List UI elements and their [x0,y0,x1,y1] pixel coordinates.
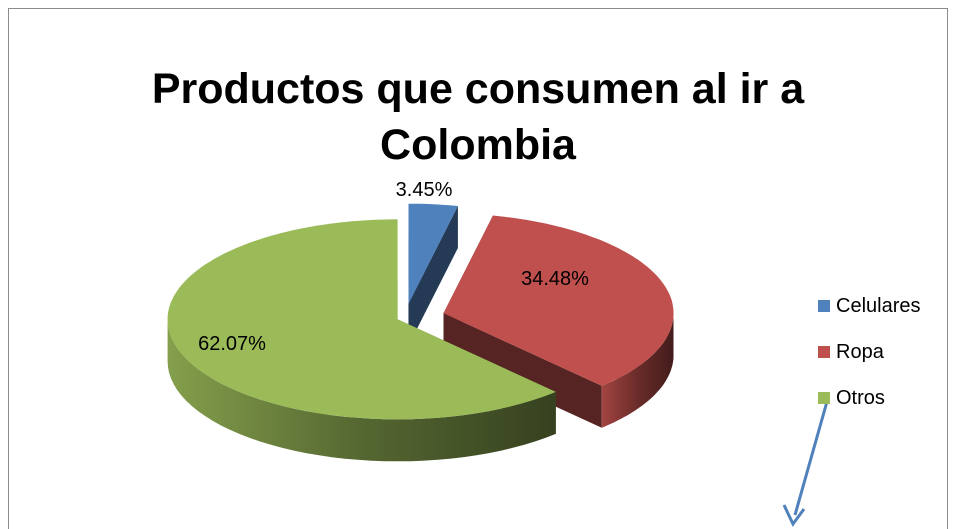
annotation-arrow-head [782,504,806,527]
data-label-celulares: 3.45% [396,179,453,201]
legend-swatch-otros [818,392,830,404]
legend-label-otros: Otros [836,386,885,409]
slice-side-ropa [601,313,674,428]
slice-side-otros [167,319,556,462]
chart-title-line-1: Productos que consumen al ir a [151,65,805,113]
pie-slice-celulares [408,203,458,304]
legend-item-otros: Otros [818,375,920,421]
legend-swatch-ropa [818,346,830,358]
chart-title-line-2: Colombia [380,121,576,169]
legend-label-ropa: Ropa [836,340,884,363]
data-label-ropa: 34.48% [521,268,589,290]
legend-label-celulares: Celulares [836,294,921,317]
legend-swatch-celulares [818,300,830,312]
pie-slice-ropa [443,215,674,386]
chart-legend: Celulares Ropa Otros [818,283,920,421]
slice-cut-face-ropa [443,313,602,428]
annotation-arrow-shaft [793,397,830,516]
pie-slice-otros [167,219,556,420]
legend-item-ropa: Ropa [818,329,920,375]
data-label-otros: 62.07% [198,333,266,355]
legend-item-celulares: Celulares [818,283,920,329]
chart-title: Productos que consumen al ir a Colombia [9,61,947,173]
slice-cut-face-celulares [408,206,458,346]
